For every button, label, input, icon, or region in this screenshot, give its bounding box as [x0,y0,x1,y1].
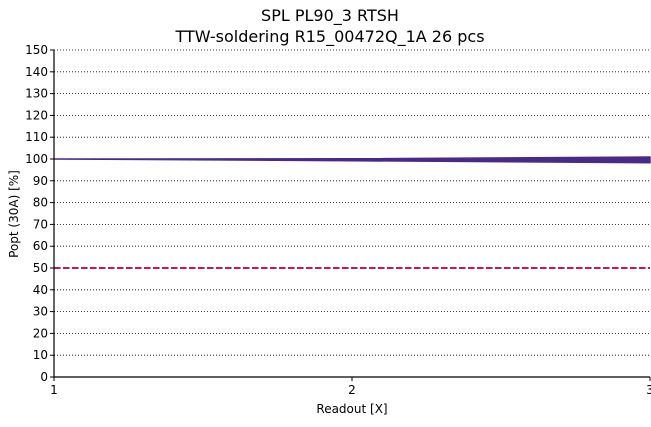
x-tick-label: 3 [646,383,651,397]
y-tick-label: 60 [33,239,48,253]
y-axis-label: Popt (30A) [%] [7,170,21,258]
chart-title: SPL PL90_3 RTSH [261,6,399,26]
y-tick-label: 140 [25,65,48,79]
axis-layer: 0 10 20 30 40 50 60 70 80 90 100 110 120 130 140 150 1 2 3 [25,43,651,397]
x-tick-label: 2 [348,383,356,397]
y-tick-label: 110 [25,130,48,144]
y-tick-label: 70 [33,217,48,231]
series-band [53,156,651,164]
y-tick-label: 130 [25,87,48,101]
y-tick-label: 90 [33,174,48,188]
data-layer [53,156,651,269]
y-tick-label: 50 [33,261,48,275]
y-tick-label: 40 [33,283,48,297]
y-tick-label: 20 [33,326,48,340]
x-tick-label: 1 [50,383,58,397]
x-axis-label: Readout [X] [316,402,387,416]
y-tick-label: 150 [25,43,48,57]
y-tick-label: 100 [25,152,48,166]
y-tick-label: 0 [40,370,48,384]
y-tick-label: 30 [33,305,48,319]
grid-layer [54,49,650,356]
y-tick-label: 10 [33,348,48,362]
y-tick-label: 120 [25,108,48,122]
chart-subtitle: TTW-soldering R15_00472Q_1A 26 pcs [174,27,484,47]
y-tick-label: 80 [33,196,48,210]
